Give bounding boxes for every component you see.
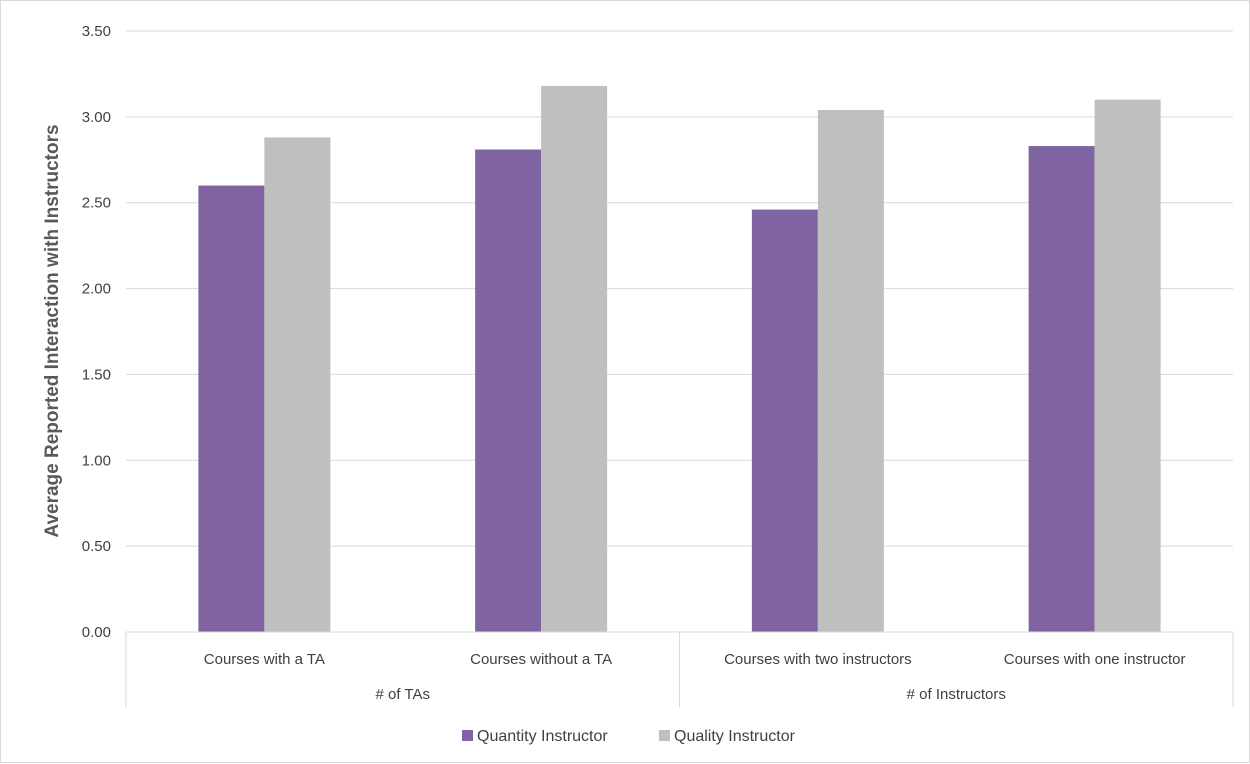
y-tick-label: 2.00 (82, 281, 111, 298)
x-category-label: Courses with two instructors (724, 651, 912, 668)
y-axis-title: Average Reported Interaction with Instru… (42, 124, 63, 537)
bar-quantity-4 (1028, 146, 1095, 632)
y-tick-label: 3.50 (82, 23, 111, 40)
bars (198, 85, 1161, 633)
x-category-label: Courses with one instructor (1004, 651, 1186, 668)
bar-quality-2 (541, 85, 608, 633)
legend-label-quality: Quality Instructor (674, 728, 796, 745)
bar-quality-4 (1094, 99, 1161, 632)
legend-swatch-quality (659, 730, 670, 741)
y-tick-label: 1.50 (82, 366, 111, 383)
bar-quantity-3 (751, 209, 818, 632)
x-category-label: Courses without a TA (470, 651, 612, 668)
y-tick-label: 0.00 (82, 624, 111, 641)
x-group-label: # of TAs (376, 686, 430, 703)
legend: Quantity Instructor Quality Instructor (462, 728, 796, 745)
legend-swatch-quantity (462, 730, 473, 741)
bar-quality-3 (817, 109, 884, 632)
legend-label-quantity: Quantity Instructor (477, 728, 608, 745)
y-tick-label: 0.50 (82, 538, 111, 555)
bar-quality-1 (264, 137, 331, 632)
y-axis-ticks: 0.00 0.50 1.00 1.50 2.00 2.50 3.00 3.50 (82, 23, 111, 641)
y-tick-label: 2.50 (82, 195, 111, 212)
bar-quantity-2 (475, 149, 542, 633)
y-tick-label: 1.00 (82, 452, 111, 469)
x-group-label: # of Instructors (907, 686, 1006, 703)
x-axis: Courses with a TA Courses without a TA Cou… (125, 631, 1234, 707)
y-tick-label: 3.00 (82, 109, 111, 126)
x-category-label: Courses with a TA (204, 651, 325, 668)
bar-quantity-1 (198, 185, 265, 633)
